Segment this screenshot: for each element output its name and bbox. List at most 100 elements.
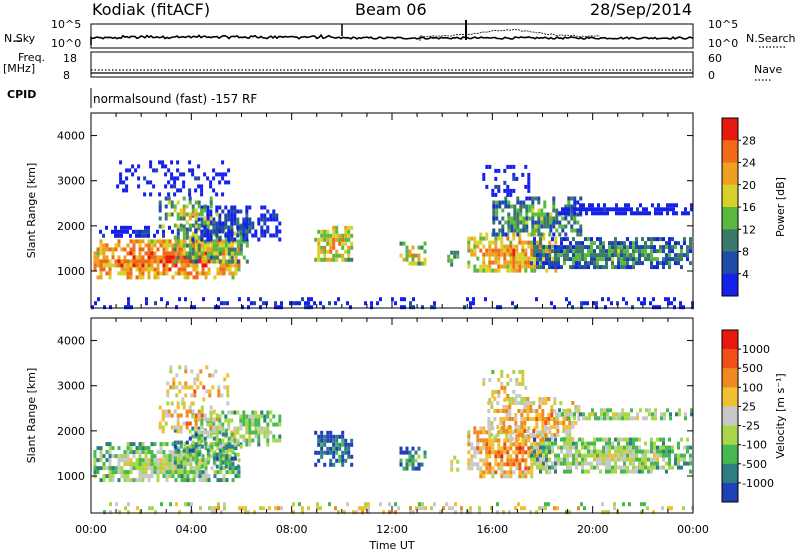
data-cell	[242, 229, 246, 234]
data-cell	[520, 413, 524, 417]
data-cell	[538, 405, 542, 409]
data-cell	[190, 369, 194, 374]
data-cell	[524, 385, 528, 390]
data-cell	[502, 421, 506, 425]
data-cell	[488, 164, 492, 169]
data-cell	[150, 255, 154, 260]
data-cell	[577, 417, 581, 421]
data-cell	[533, 426, 537, 431]
data-cell	[227, 217, 231, 222]
data-cell	[644, 441, 647, 446]
data-cell	[611, 241, 614, 246]
data-cell	[341, 454, 345, 459]
data-cell	[220, 510, 223, 515]
data-cell	[591, 203, 594, 208]
data-cell	[536, 261, 539, 266]
data-cell	[191, 251, 195, 256]
data-cell	[453, 254, 457, 259]
data-cell	[506, 252, 510, 257]
data-cell	[135, 458, 139, 463]
data-cell	[566, 437, 569, 442]
data-cell	[494, 458, 498, 463]
data-cell	[485, 462, 489, 467]
data-cell	[528, 208, 532, 213]
data-cell	[566, 253, 569, 258]
data-cell	[227, 229, 231, 234]
data-cell	[460, 510, 463, 515]
data-cell	[513, 208, 517, 213]
data-cell	[257, 418, 261, 423]
data-cell	[417, 462, 421, 467]
data-cell	[492, 232, 496, 237]
data-cell	[234, 259, 238, 264]
data-cell	[571, 425, 575, 429]
data-cell	[560, 437, 563, 442]
data-cell	[521, 474, 525, 479]
data-cell	[548, 245, 551, 250]
data-cell	[317, 249, 321, 254]
data-cell	[239, 231, 243, 236]
data-cell	[600, 408, 603, 413]
data-cell	[132, 442, 136, 447]
data-cell	[629, 245, 632, 250]
data-cell	[546, 212, 550, 217]
data-cell	[111, 229, 114, 234]
data-cell	[488, 248, 492, 253]
data-cell	[500, 236, 504, 241]
data-cell	[111, 454, 115, 459]
data-cell	[491, 450, 495, 455]
data-cell	[236, 251, 240, 256]
data-cell	[487, 409, 491, 413]
data-cell	[515, 252, 519, 257]
data-cell	[170, 425, 174, 430]
data-cell	[604, 305, 607, 310]
data-cell	[326, 241, 330, 246]
colorbar-swatch	[722, 387, 738, 407]
data-cell	[568, 429, 572, 433]
data-cell	[430, 305, 433, 310]
data-cell	[186, 454, 190, 459]
data-cell	[138, 478, 142, 483]
data-cell	[224, 217, 228, 222]
data-cell	[129, 446, 133, 451]
data-cell	[502, 405, 506, 409]
data-cell	[236, 440, 240, 445]
data-cell	[529, 417, 533, 421]
cpid-text: normalsound (fast) -157 RF	[93, 92, 258, 106]
data-cell	[176, 421, 180, 426]
x-tick-label: 20:00	[577, 523, 609, 536]
data-cell	[527, 426, 531, 431]
data-cell	[552, 232, 556, 237]
data-cell	[574, 409, 578, 413]
data-cell	[550, 425, 554, 429]
data-cell	[328, 301, 331, 306]
data-cell	[200, 205, 204, 210]
data-cell	[572, 445, 575, 450]
data-cell	[491, 389, 495, 394]
data-cell	[623, 265, 626, 270]
data-cell	[414, 253, 418, 258]
data-cell	[506, 373, 510, 378]
data-cell	[578, 249, 581, 254]
data-cell	[629, 265, 632, 270]
data-cell	[547, 417, 551, 421]
data-cell	[482, 236, 486, 241]
data-cell	[601, 502, 604, 507]
data-cell	[206, 224, 210, 229]
data-cell	[161, 429, 165, 434]
data-cell	[560, 449, 563, 454]
data-cell	[233, 247, 237, 252]
data-cell	[677, 445, 680, 450]
data-cell	[591, 211, 594, 216]
data-cell	[517, 437, 521, 441]
data-cell	[565, 510, 568, 515]
data-cell	[516, 208, 520, 213]
data-cell	[498, 220, 502, 225]
data-cell	[525, 196, 529, 201]
data-cell	[584, 253, 587, 258]
data-cell	[127, 305, 130, 310]
data-cell	[217, 502, 220, 507]
data-cell	[127, 502, 130, 507]
data-cell	[191, 259, 195, 264]
data-cell	[536, 253, 539, 258]
